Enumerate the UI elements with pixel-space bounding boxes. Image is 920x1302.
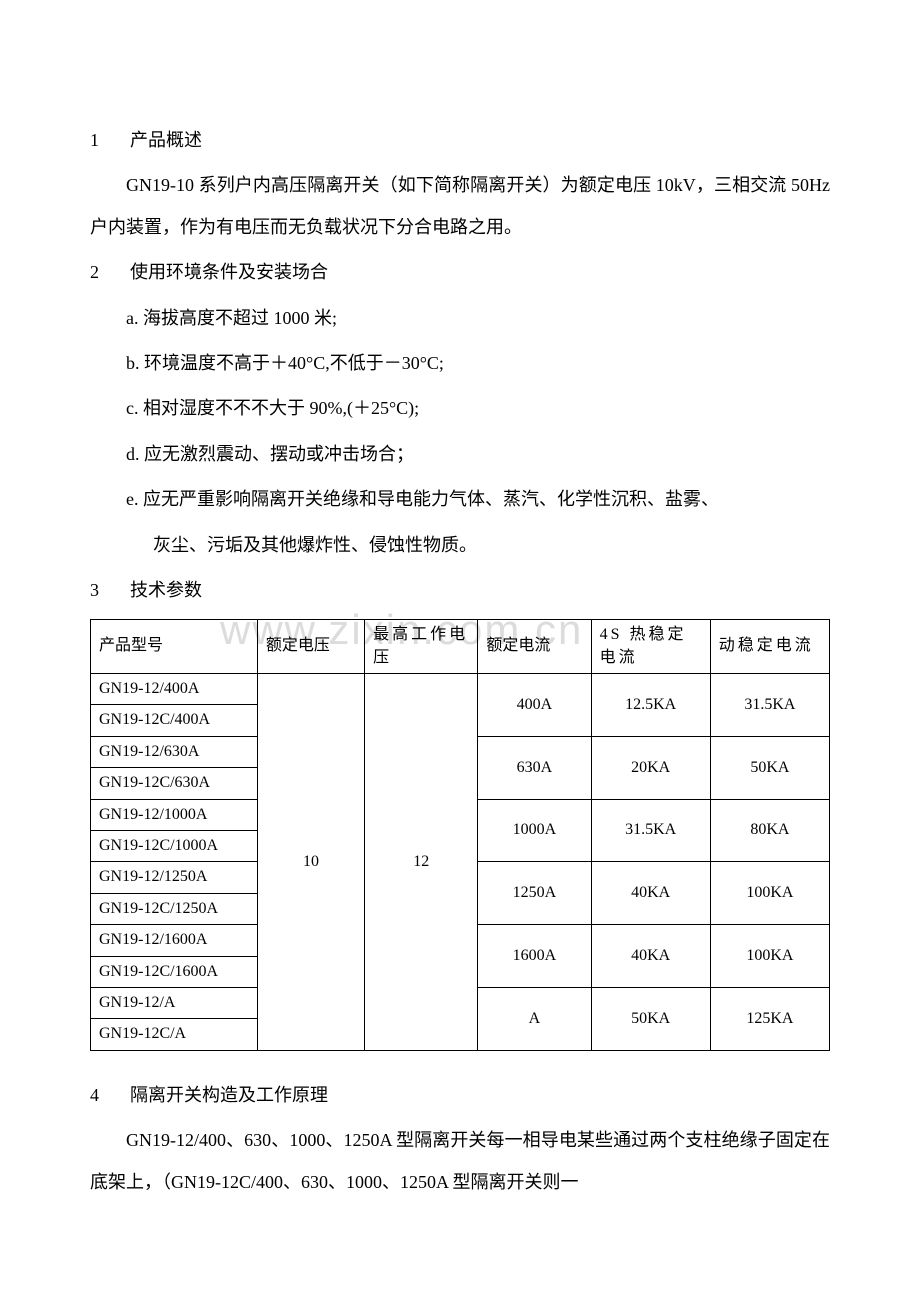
cell-model: GN19-12C/A <box>91 1019 258 1050</box>
table-header-row: 产品型号 额定电压 最高工作电压 额定电流 4S 热稳定电流 动稳定电流 <box>91 620 830 674</box>
list-item-e: e. 应无严重影响隔离开关绝缘和导电能力气体、蒸汽、化学性沉积、盐雾、 <box>90 479 830 520</box>
cell-current: 1600A <box>478 925 591 988</box>
section-1-number: 1 <box>90 120 130 161</box>
section-4-title: 隔离开关构造及工作原理 <box>130 1085 328 1105</box>
section-3-title: 技术参数 <box>130 580 202 600</box>
list-item-d: d. 应无激烈震动、摆动或冲击场合； <box>90 434 830 475</box>
cell-voltage: 10 <box>257 674 364 1051</box>
cell-model: GN19-12/A <box>91 987 258 1018</box>
cell-maxv: 12 <box>365 674 478 1051</box>
header-thermal: 4S 热稳定电流 <box>591 620 710 674</box>
cell-dynamic: 31.5KA <box>710 674 829 737</box>
section-2-title: 使用环境条件及安装场合 <box>130 262 328 282</box>
cell-thermal: 12.5KA <box>591 674 710 737</box>
table-row: GN19-12/400A 10 12 400A 12.5KA 31.5KA <box>91 674 830 705</box>
cell-thermal: 20KA <box>591 736 710 799</box>
cell-model: GN19-12/1250A <box>91 862 258 893</box>
spec-table-wrapper: 产品型号 额定电压 最高工作电压 额定电流 4S 热稳定电流 动稳定电流 GN1… <box>90 619 830 1050</box>
section-1-heading: 1产品概述 <box>90 120 830 161</box>
cell-current: 400A <box>478 674 591 737</box>
cell-model: GN19-12/400A <box>91 674 258 705</box>
cell-current: 1000A <box>478 799 591 862</box>
section-1-title: 产品概述 <box>130 130 202 150</box>
section-1-paragraph: GN19-10 系列户内高压隔离开关（如下简称隔离开关）为额定电压 10kV，三… <box>90 165 830 248</box>
cell-model: GN19-12C/630A <box>91 768 258 799</box>
section-2-number: 2 <box>90 252 130 293</box>
header-voltage: 额定电压 <box>257 620 364 674</box>
section-4-number: 4 <box>90 1075 130 1116</box>
section-2-heading: 2使用环境条件及安装场合 <box>90 252 830 293</box>
section-4-paragraph: GN19-12/400、630、1000、1250A 型隔离开关每一相导电某些通… <box>90 1120 830 1203</box>
cell-dynamic: 100KA <box>710 925 829 988</box>
cell-current: 1250A <box>478 862 591 925</box>
cell-model: GN19-12C/1000A <box>91 831 258 862</box>
section-3-heading: 3技术参数 <box>90 570 830 611</box>
cell-model: GN19-12C/1600A <box>91 956 258 987</box>
cell-thermal: 40KA <box>591 925 710 988</box>
cell-model: GN19-12/1600A <box>91 925 258 956</box>
header-maxv: 最高工作电压 <box>365 620 478 674</box>
cell-model: GN19-12/630A <box>91 736 258 767</box>
list-item-a: a. 海拔高度不超过 1000 米; <box>90 298 830 339</box>
section-3-number: 3 <box>90 570 130 611</box>
spec-table: 产品型号 额定电压 最高工作电压 额定电流 4S 热稳定电流 动稳定电流 GN1… <box>90 619 830 1050</box>
section-4-heading: 4隔离开关构造及工作原理 <box>90 1075 830 1116</box>
list-item-e-continued: 灰尘、污垢及其他爆炸性、侵蚀性物质。 <box>90 525 830 566</box>
header-model: 产品型号 <box>91 620 258 674</box>
cell-thermal: 31.5KA <box>591 799 710 862</box>
list-item-b: b. 环境温度不高于＋40°C,不低于－30°C; <box>90 343 830 384</box>
cell-thermal: 40KA <box>591 862 710 925</box>
cell-dynamic: 100KA <box>710 862 829 925</box>
header-current: 额定电流 <box>478 620 591 674</box>
header-dynamic: 动稳定电流 <box>710 620 829 674</box>
cell-dynamic: 125KA <box>710 987 829 1050</box>
cell-thermal: 50KA <box>591 987 710 1050</box>
list-item-c: c. 相对湿度不不不大于 90%,(＋25°C); <box>90 388 830 429</box>
cell-model: GN19-12C/1250A <box>91 893 258 924</box>
cell-dynamic: 50KA <box>710 736 829 799</box>
cell-dynamic: 80KA <box>710 799 829 862</box>
cell-model: GN19-12/1000A <box>91 799 258 830</box>
cell-current: 630A <box>478 736 591 799</box>
cell-current: A <box>478 987 591 1050</box>
cell-model: GN19-12C/400A <box>91 705 258 736</box>
